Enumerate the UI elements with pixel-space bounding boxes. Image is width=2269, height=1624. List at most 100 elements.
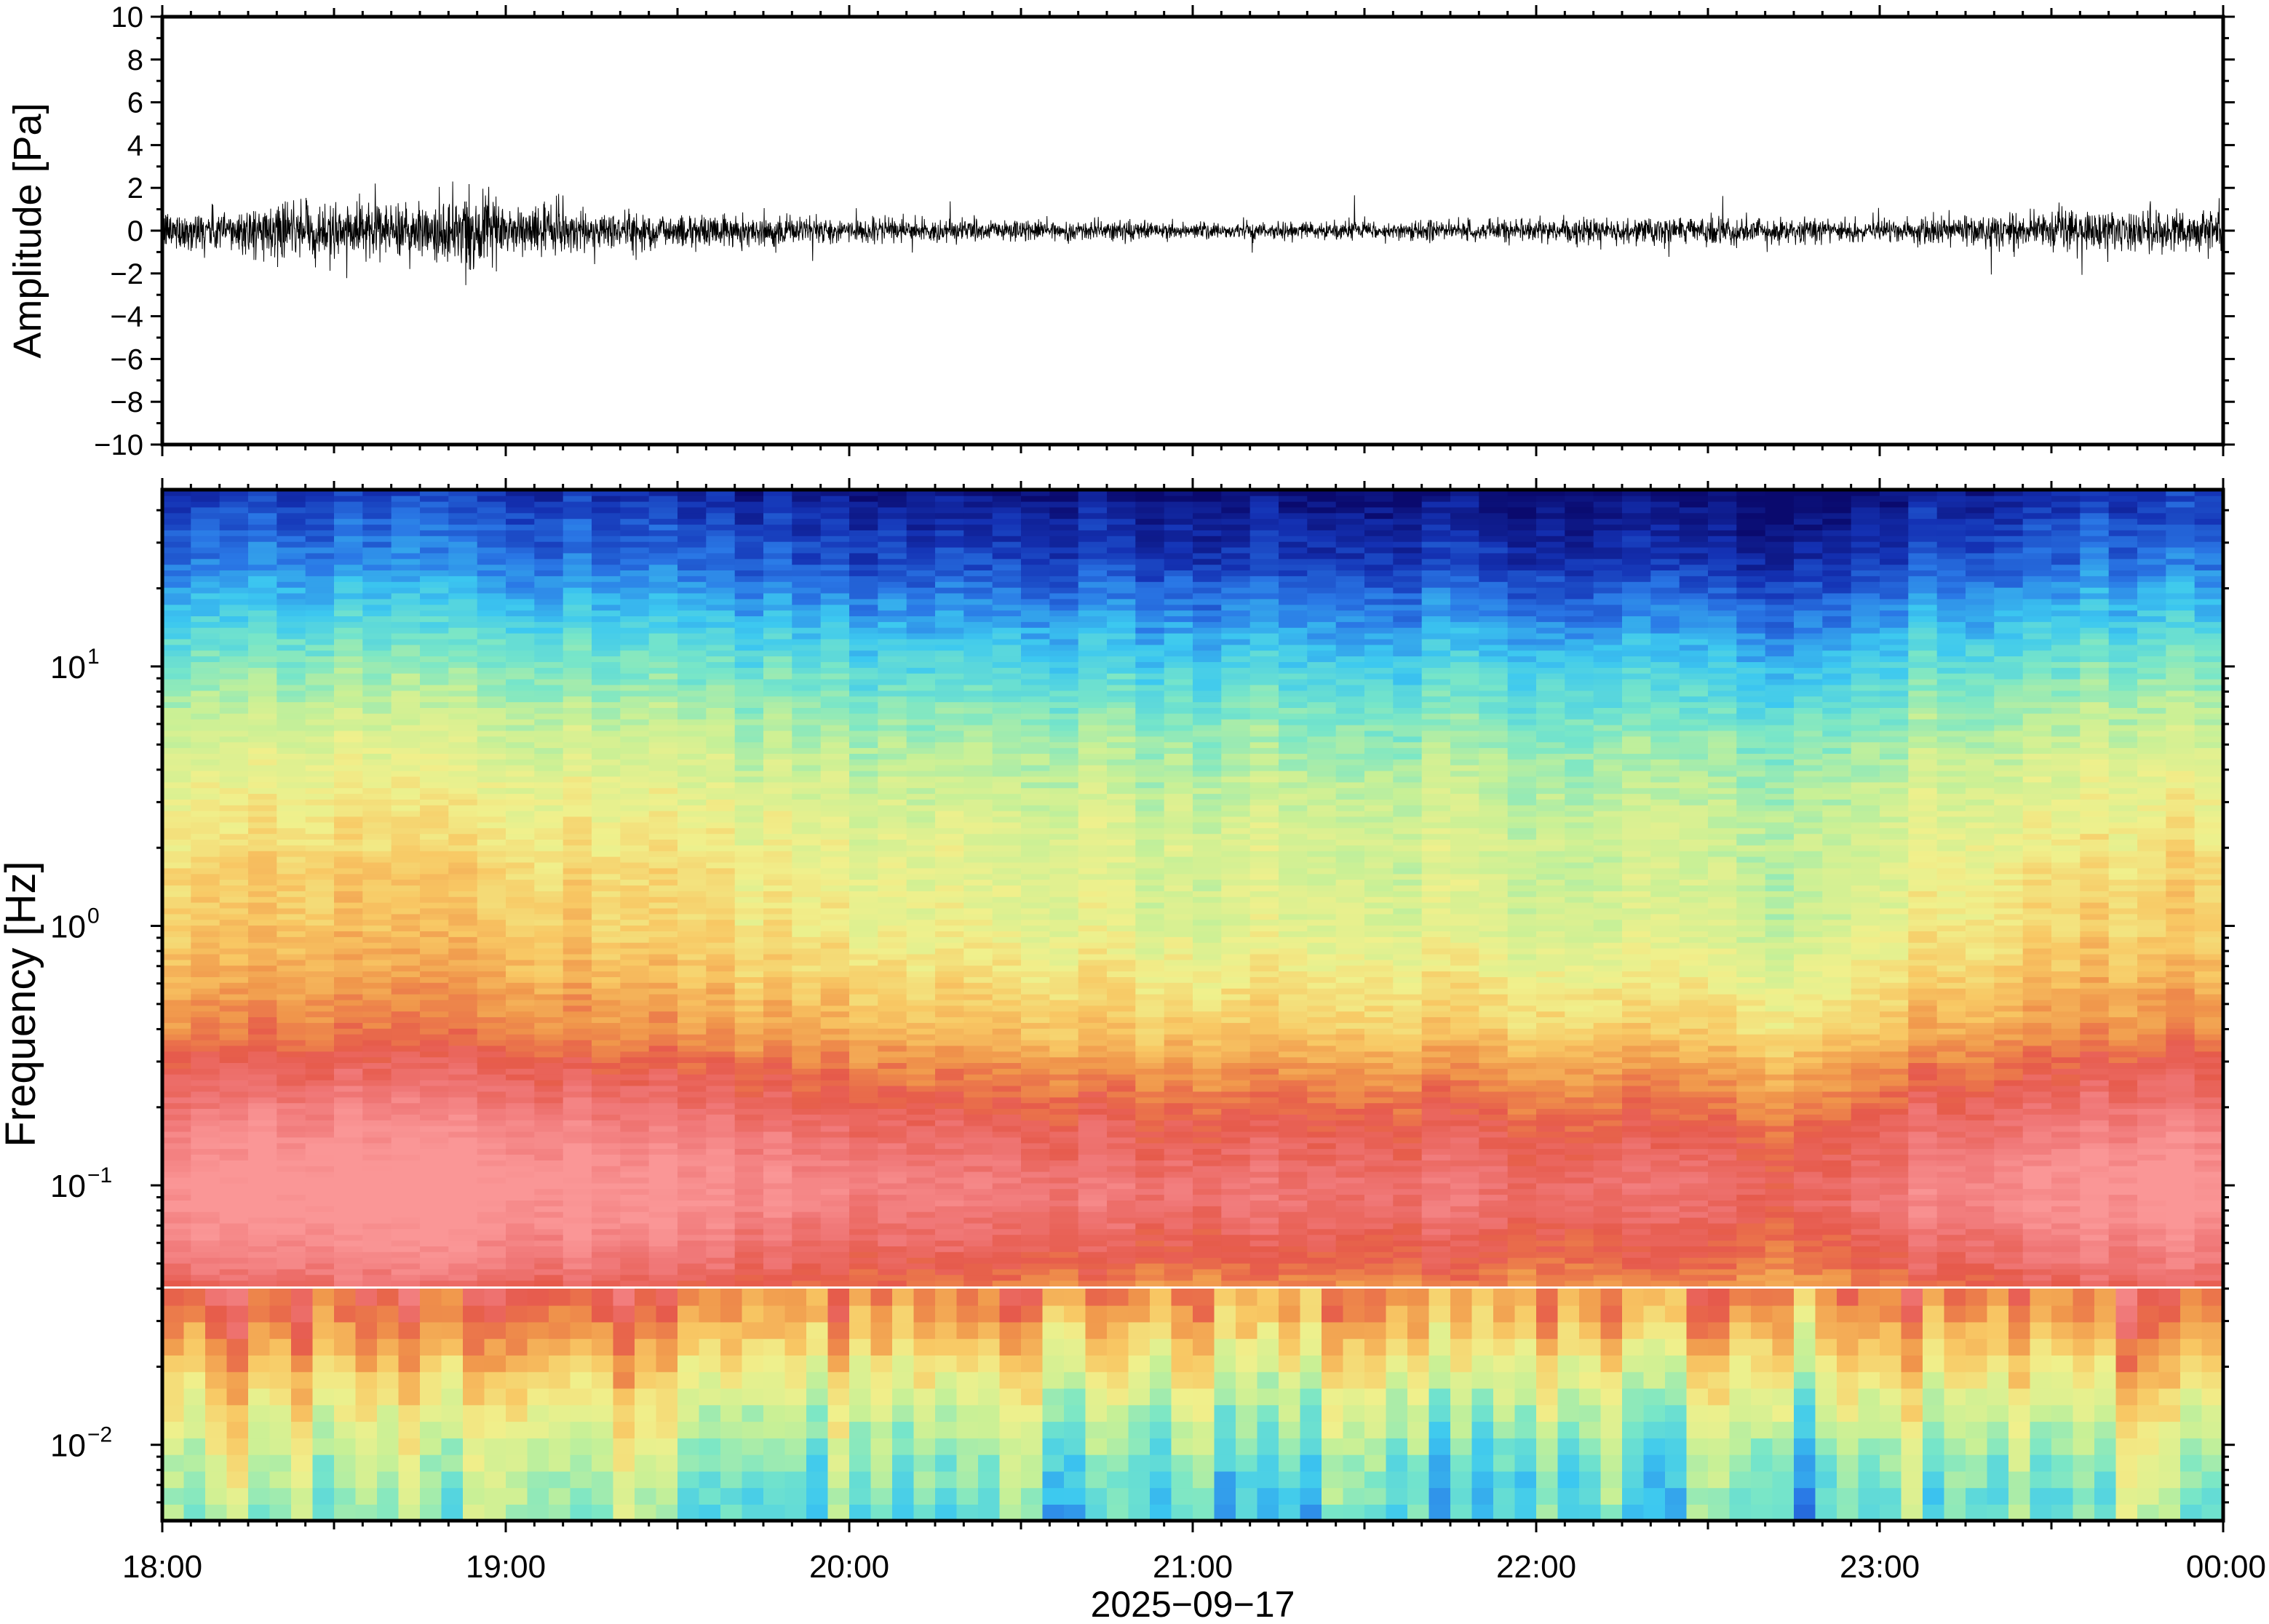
spectrogram-cell — [534, 1171, 564, 1178]
spectrogram-cell — [1078, 982, 1108, 989]
spectrogram-cell — [334, 518, 364, 525]
spectrogram-cell — [563, 701, 592, 708]
spectrogram-cell — [506, 701, 536, 708]
spectrogram-cell — [906, 1005, 936, 1012]
spectrogram-cell — [963, 1074, 993, 1080]
spectrogram-cell — [248, 959, 278, 966]
spectrogram-cell — [792, 793, 822, 800]
spectrogram-cell — [706, 1171, 736, 1178]
spectrogram-cell — [362, 816, 392, 823]
spectrogram-cell — [677, 495, 707, 502]
spectrogram-cell — [763, 976, 793, 983]
spectrogram-cell — [1049, 1211, 1079, 1218]
spectrogram-cell — [935, 707, 965, 714]
spectrogram-cell — [391, 799, 421, 805]
spectrogram-cell — [1021, 971, 1051, 977]
spectrogram-cell — [963, 661, 993, 668]
spectrogram-cell — [648, 1033, 678, 1040]
spectrogram-cell — [563, 707, 592, 714]
spectrogram-cell — [162, 1062, 192, 1069]
spectrogram-cell — [420, 541, 450, 548]
spectrogram-cell — [620, 861, 650, 869]
spectrogram-cell — [334, 1165, 364, 1172]
spectrogram-cell — [677, 506, 707, 514]
spectrogram-cell — [362, 741, 392, 749]
spectrogram-cell — [734, 730, 764, 737]
spectrogram-cell — [906, 536, 936, 542]
spectrogram-cell — [219, 810, 249, 817]
spectrogram-cell — [963, 1280, 993, 1287]
spectrogram-cell — [820, 696, 850, 703]
spectrogram-cell — [1078, 610, 1108, 616]
spectrogram-cell — [477, 678, 506, 685]
spectrogram-cell — [248, 530, 278, 536]
spectrogram-cell — [1049, 644, 1079, 651]
spectrogram-cell — [820, 586, 850, 594]
spectrogram-cell — [1107, 753, 1137, 760]
spectrogram-cell — [792, 512, 822, 520]
spectrogram-cell — [963, 776, 993, 783]
spectrogram-cell — [362, 678, 392, 685]
spectrogram-cell — [305, 667, 335, 674]
spectrogram-cell — [763, 1234, 793, 1241]
spectrogram-cell — [506, 1131, 536, 1138]
spectrogram-cell — [391, 999, 421, 1006]
spectrogram-cell — [1049, 552, 1079, 560]
spectrogram-cell — [792, 845, 822, 851]
spectrogram-cell — [706, 799, 736, 805]
spectrogram-cell — [963, 1257, 993, 1264]
spectrogram-cell — [534, 1206, 564, 1212]
spectrogram-cell — [219, 942, 249, 949]
spectrogram-cell — [219, 684, 249, 691]
spectrogram-cell — [906, 524, 936, 530]
spectrogram-cell — [592, 1131, 621, 1138]
spectrogram-cell — [334, 1182, 364, 1190]
spectrogram-cell — [820, 564, 850, 570]
spectrogram-cell — [1021, 891, 1051, 897]
spectrogram-cell — [992, 718, 1022, 725]
spectrogram-cell — [277, 947, 306, 955]
spectrogram-cell — [992, 1217, 1022, 1224]
spectrogram-cell — [277, 1240, 306, 1246]
spectrogram-cell — [592, 495, 621, 502]
spectrogram-cell — [963, 1194, 993, 1201]
spectrogram-cell — [1107, 524, 1137, 530]
spectrogram-cell — [506, 667, 536, 674]
spectrogram-cell — [248, 581, 278, 588]
spectrogram-cell — [362, 942, 392, 949]
spectrogram-cell — [1078, 1051, 1108, 1058]
spectrogram-cell — [219, 793, 249, 800]
spectrogram-cell — [248, 558, 278, 565]
spectrogram-cell — [648, 936, 678, 943]
spectrogram-cell — [820, 1257, 850, 1264]
spectrogram-cell — [620, 1005, 650, 1012]
spectrogram-cell — [1021, 506, 1051, 514]
spectrogram-cell — [334, 810, 364, 817]
spectrogram-cell — [906, 810, 936, 817]
spectrogram-cell — [734, 1268, 764, 1275]
spectrogram-cell — [849, 1102, 879, 1109]
spectrogram-cell — [849, 690, 879, 697]
spectrogram-cell — [648, 925, 678, 931]
spectrogram-cell — [820, 1039, 850, 1046]
spectrogram-cell — [849, 546, 879, 554]
spectrogram-cell — [1049, 1091, 1079, 1098]
spectrogram-cell — [734, 1125, 764, 1132]
spectrogram-cell — [506, 570, 536, 576]
spectrogram-cell — [477, 787, 506, 795]
spectrogram-cell — [477, 1206, 506, 1212]
spectrogram-cell — [763, 856, 793, 863]
spectrogram-cell — [506, 850, 536, 857]
spectrogram-cell — [792, 506, 822, 514]
spectrogram-cell — [792, 987, 822, 995]
spectrogram-cell — [305, 1188, 335, 1195]
spectrogram-cell — [1049, 1217, 1079, 1224]
spectrogram-cell — [248, 696, 278, 703]
spectrogram-cell — [820, 931, 850, 937]
spectrogram-cell — [563, 1068, 592, 1075]
spectrogram-cell — [477, 632, 506, 640]
spectrogram-cell — [391, 1056, 421, 1063]
spectrogram-cell — [992, 1119, 1022, 1126]
spectrogram-cell — [219, 678, 249, 685]
spectrogram-cell — [878, 564, 907, 570]
